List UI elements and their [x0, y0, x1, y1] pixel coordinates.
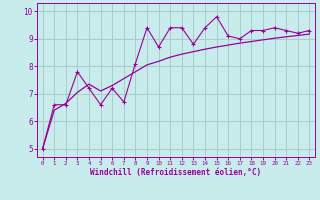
X-axis label: Windchill (Refroidissement éolien,°C): Windchill (Refroidissement éolien,°C) [91, 168, 261, 177]
